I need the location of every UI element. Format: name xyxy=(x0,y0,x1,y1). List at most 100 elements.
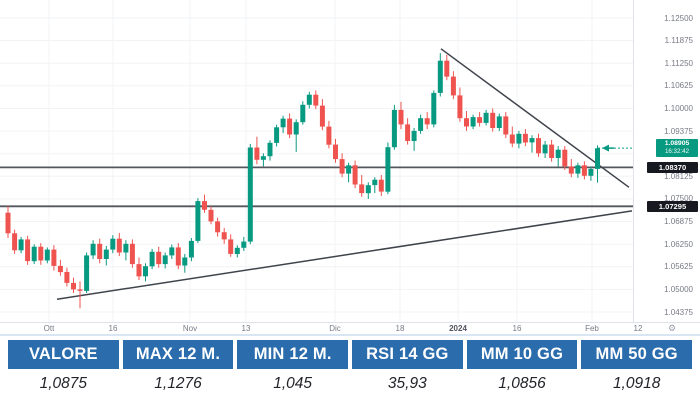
bearish-candle-body xyxy=(326,126,332,145)
bullish-candle-body xyxy=(293,122,299,135)
table-value-max12m: 1,1276 xyxy=(122,369,234,398)
price-arrow-icon xyxy=(602,144,609,152)
time-axis-label: Dic xyxy=(329,324,341,333)
bullish-candle-body xyxy=(267,142,273,157)
bullish-candle-body xyxy=(588,168,594,176)
bullish-candle-body xyxy=(169,247,175,256)
bearish-candle-body xyxy=(313,94,319,106)
bearish-candle-body xyxy=(477,117,483,123)
price-axis-label: 1.08125 xyxy=(664,171,693,181)
bullish-candle-body xyxy=(247,147,253,242)
bullish-candle-body xyxy=(346,165,352,174)
bullish-candle-body xyxy=(411,130,417,141)
bullish-candle-body xyxy=(365,185,371,194)
bearish-candle-body xyxy=(202,201,207,210)
axis-settings-gear-icon[interactable]: ⚙ xyxy=(667,323,677,333)
bullish-candle-body xyxy=(103,249,109,259)
table-column: RSI 14 GG 35,93 xyxy=(351,340,463,398)
bearish-candle-body xyxy=(352,165,358,185)
bearish-candle-body xyxy=(405,124,411,141)
bullish-candle-body xyxy=(241,241,247,248)
price-axis-label: 1.09375 xyxy=(664,126,693,136)
bullish-candle-body xyxy=(542,144,548,154)
bearish-candle-body xyxy=(51,249,57,266)
bullish-candle-body xyxy=(306,94,312,105)
table-value-min12m: 1,045 xyxy=(237,369,348,398)
bullish-candle-body xyxy=(123,243,129,253)
table-header-min12m: MIN 12 M. xyxy=(237,340,348,369)
bullish-candle-body xyxy=(18,239,24,251)
bearish-candle-body xyxy=(457,95,463,119)
price-axis-label: 1.06250 xyxy=(664,239,693,249)
bullish-candle-body xyxy=(188,240,194,258)
time-axis-label: 2024 xyxy=(449,324,467,333)
bullish-candle-body xyxy=(372,179,378,186)
candlestick-chart-area[interactable]: 1.12500 1.11875 1.11250 1.10625 1.10000 1.093… xyxy=(0,0,700,336)
table-column: MM 10 GG 1,0856 xyxy=(466,340,578,398)
bullish-candle-body xyxy=(300,104,306,123)
bearish-candle-body xyxy=(503,116,509,135)
bullish-candle-body xyxy=(31,246,37,262)
bearish-candle-body xyxy=(221,232,227,240)
time-axis-label: 13 xyxy=(241,324,251,333)
time-axis-border xyxy=(0,322,700,323)
candlestick-chart-canvas[interactable] xyxy=(0,0,700,336)
bearish-candle-body xyxy=(71,282,76,290)
bearish-candle-body xyxy=(77,289,83,291)
table-header-rsi14: RSI 14 GG xyxy=(351,340,463,369)
price-axis-label: 1.12500 xyxy=(664,13,693,23)
bullish-candle-body xyxy=(162,255,168,265)
bullish-candle-body xyxy=(149,251,155,267)
bearish-candle-body xyxy=(339,159,345,174)
bearish-candle-body xyxy=(5,212,11,234)
time-axis-label: 12 xyxy=(633,324,643,333)
bearish-candle-body xyxy=(208,209,214,222)
bullish-candle-body xyxy=(555,149,561,158)
support-line-price-badge: 1.08370 xyxy=(647,161,698,173)
bearish-candle-body xyxy=(254,147,260,160)
bullish-candle-body xyxy=(274,127,280,143)
bullish-candle-body xyxy=(470,117,476,127)
table-value-valore: 1,0875 xyxy=(8,369,119,398)
chart-table-separator xyxy=(0,334,700,336)
bearish-candle-body xyxy=(215,221,221,233)
ascending-trendline[interactable] xyxy=(56,210,633,300)
table-column: VALORE 1,0875 xyxy=(8,340,119,398)
time-axis-label: Nov xyxy=(182,324,198,333)
bearish-candle-body xyxy=(156,251,162,265)
bullish-candle-body xyxy=(280,118,286,128)
bearish-candle-body xyxy=(398,109,404,125)
bullish-candle-body xyxy=(234,247,240,254)
bearish-candle-body xyxy=(509,134,515,144)
price-axis-label: 1.11250 xyxy=(664,58,693,68)
bullish-candle-body xyxy=(595,148,600,169)
price-axis-label: 1.11875 xyxy=(664,36,693,46)
bearish-candle-body xyxy=(464,118,469,127)
price-axis-label: 1.06875 xyxy=(664,217,693,226)
bullish-candle-body xyxy=(516,133,522,144)
bullish-candle-body xyxy=(575,165,581,174)
price-axis-label: 1.10000 xyxy=(664,104,693,113)
bearish-candle-body xyxy=(581,165,587,176)
bullish-candle-body xyxy=(90,243,96,256)
bearish-candle-body xyxy=(57,265,63,273)
bearish-candle-body xyxy=(562,149,568,167)
bearish-candle-body xyxy=(333,144,338,160)
bearish-candle-body xyxy=(12,233,18,251)
table-column: MIN 12 M. 1,045 xyxy=(237,340,348,398)
price-axis-label: 1.05000 xyxy=(664,284,693,294)
time-axis-label: Ott xyxy=(43,324,55,333)
bearish-candle-body xyxy=(549,144,555,158)
bearish-candle-body xyxy=(64,272,70,283)
bearish-candle-body xyxy=(522,133,528,143)
bearish-candle-body xyxy=(287,118,293,135)
price-axis-label: 1.05625 xyxy=(664,262,693,272)
bearish-candle-body xyxy=(319,105,325,127)
table-header-mm10: MM 10 GG xyxy=(466,340,578,369)
table-value-mm50: 1,0918 xyxy=(581,369,692,398)
table-value-mm10: 1,0856 xyxy=(466,369,578,398)
table-header-max12m: MAX 12 M. xyxy=(122,340,234,369)
bearish-candle-body xyxy=(228,239,234,254)
table-header-valore: VALORE xyxy=(8,340,119,369)
